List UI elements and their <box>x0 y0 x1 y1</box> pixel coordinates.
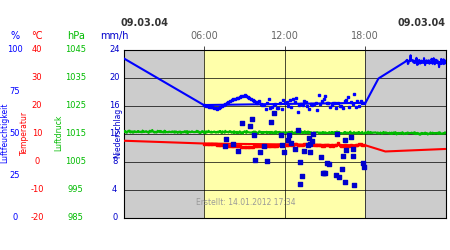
Text: Luftfeuchtigkeit: Luftfeuchtigkeit <box>0 102 9 163</box>
Bar <box>365 50 446 217</box>
Point <box>277 133 284 137</box>
Point <box>324 160 331 164</box>
Text: Niederschlag: Niederschlag <box>113 108 122 158</box>
Text: 995: 995 <box>68 185 84 194</box>
Point <box>239 120 246 124</box>
Point <box>261 144 268 148</box>
Point <box>336 174 343 178</box>
Point <box>349 154 356 158</box>
Point <box>268 120 275 124</box>
Point <box>350 183 357 187</box>
Text: 8: 8 <box>112 157 117 166</box>
Text: 30: 30 <box>32 74 42 82</box>
Point <box>251 158 258 162</box>
Bar <box>124 50 204 217</box>
Text: 75: 75 <box>9 87 20 96</box>
Bar <box>204 50 365 217</box>
Point <box>270 112 278 116</box>
Text: 100: 100 <box>7 46 22 54</box>
Text: 4: 4 <box>112 185 117 194</box>
Point <box>256 150 263 154</box>
Point <box>297 160 304 164</box>
Text: 1035: 1035 <box>65 74 86 82</box>
Point <box>333 132 341 136</box>
Point <box>310 132 317 136</box>
Point <box>318 155 325 159</box>
Point <box>361 165 368 169</box>
Point <box>229 142 236 146</box>
Text: 1015: 1015 <box>65 129 86 138</box>
Point <box>297 182 304 186</box>
Text: 0: 0 <box>12 213 18 222</box>
Text: 09.03.04: 09.03.04 <box>397 18 446 28</box>
Point <box>332 173 339 177</box>
Text: Erstellt: 14.01.2012 17:34: Erstellt: 14.01.2012 17:34 <box>196 198 296 207</box>
Text: -10: -10 <box>30 185 44 194</box>
Point <box>322 171 329 175</box>
Text: °C: °C <box>31 31 43 41</box>
Point <box>248 117 256 121</box>
Text: 25: 25 <box>9 171 20 180</box>
Text: %: % <box>10 31 19 41</box>
Text: 1025: 1025 <box>65 101 86 110</box>
Text: 1005: 1005 <box>65 157 86 166</box>
Point <box>339 154 346 158</box>
Point <box>341 138 348 142</box>
Text: mm/h: mm/h <box>100 31 129 41</box>
Text: 12: 12 <box>109 129 120 138</box>
Point <box>347 135 355 139</box>
Text: 40: 40 <box>32 46 42 54</box>
Text: 50: 50 <box>9 129 20 138</box>
Point <box>221 144 228 148</box>
Text: 20: 20 <box>32 101 42 110</box>
Point <box>309 139 316 143</box>
Text: 16: 16 <box>109 101 120 110</box>
Point <box>234 149 242 153</box>
Text: Temperatur: Temperatur <box>20 110 29 154</box>
Point <box>223 137 230 141</box>
Point <box>287 141 294 145</box>
Text: 20: 20 <box>109 74 120 82</box>
Point <box>305 136 312 140</box>
Point <box>320 171 327 175</box>
Text: Luftdruck: Luftdruck <box>54 114 63 151</box>
Point <box>281 150 288 154</box>
Point <box>325 162 333 166</box>
Point <box>301 149 308 153</box>
Point <box>263 159 270 163</box>
Point <box>342 148 350 152</box>
Text: 0: 0 <box>34 157 40 166</box>
Point <box>338 167 346 171</box>
Point <box>279 143 286 147</box>
Text: 24: 24 <box>109 46 120 54</box>
Point <box>247 124 254 128</box>
Point <box>298 174 306 178</box>
Point <box>284 138 291 142</box>
Point <box>306 142 314 146</box>
Text: 1045: 1045 <box>65 46 86 54</box>
Point <box>306 150 313 154</box>
Point <box>295 128 302 132</box>
Point <box>350 147 357 151</box>
Point <box>285 133 292 137</box>
Point <box>359 161 366 165</box>
Text: 985: 985 <box>68 213 84 222</box>
Text: -20: -20 <box>30 213 44 222</box>
Text: 0: 0 <box>112 213 117 222</box>
Point <box>250 134 257 138</box>
Point <box>291 147 298 151</box>
Point <box>320 171 327 175</box>
Text: hPa: hPa <box>67 31 85 41</box>
Text: 10: 10 <box>32 129 42 138</box>
Text: 09.03.04: 09.03.04 <box>121 18 169 28</box>
Point <box>342 180 349 184</box>
Point <box>304 143 311 147</box>
